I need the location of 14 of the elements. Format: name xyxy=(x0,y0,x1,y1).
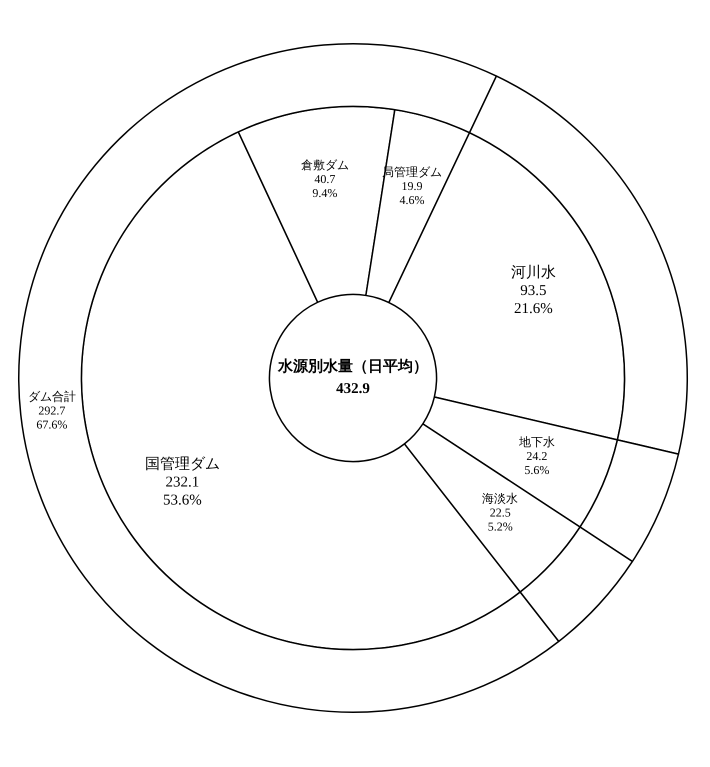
slice-label: 倉敷ダム xyxy=(300,158,349,172)
data-label: 40.7 9.4% xyxy=(312,172,338,200)
data-label: 232.1 53.6% xyxy=(162,474,202,508)
slice-label: 海淡水 xyxy=(482,492,518,506)
data-label: 93.5 21.6% xyxy=(514,283,553,318)
slice-label: 河川水 xyxy=(510,264,556,282)
data-label: ダム合計 292.7 67.6% xyxy=(28,389,76,432)
data-label: 24.2 5.6% xyxy=(524,449,550,478)
text: 水源別水量（日平均） xyxy=(277,358,428,375)
slice-label: 国管理ダム xyxy=(144,455,220,472)
data-label: 19.9 4.6% xyxy=(399,178,424,207)
slice-label: 地下水 xyxy=(518,435,555,450)
data-label: 22.5 5.2% xyxy=(488,506,513,534)
text: 432.9 xyxy=(336,380,370,397)
